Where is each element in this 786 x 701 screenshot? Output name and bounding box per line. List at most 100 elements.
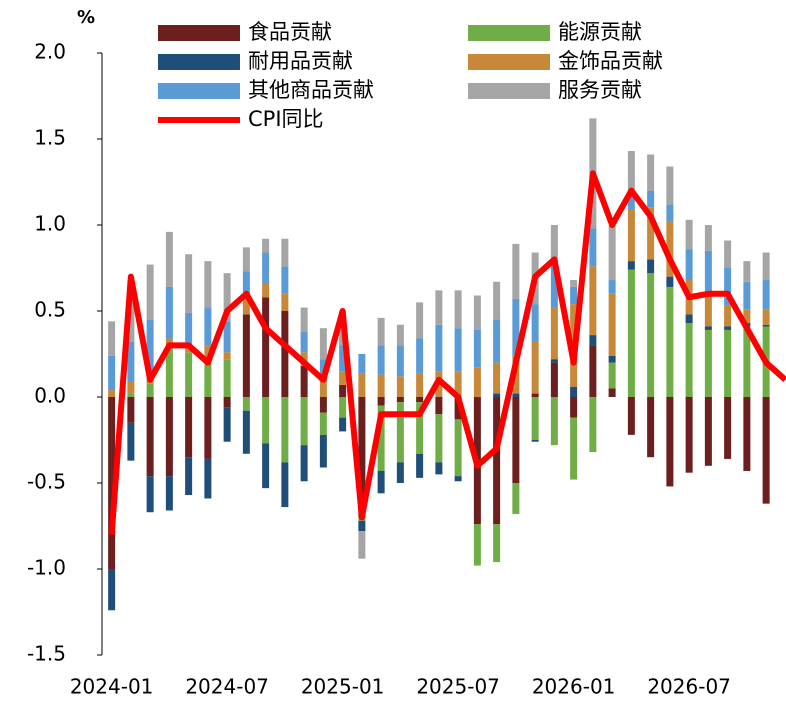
bar-segment — [627, 209, 635, 262]
bar-segment — [647, 190, 655, 208]
bar-segment — [339, 417, 347, 432]
bar-segment — [666, 204, 674, 222]
bar-segment — [435, 290, 443, 325]
bar-segment — [550, 359, 558, 363]
bar-segment — [262, 283, 270, 298]
bar-segment — [165, 231, 173, 287]
bar-segment — [454, 290, 462, 329]
bar-segment — [435, 397, 443, 415]
bar-segment — [473, 367, 481, 397]
bar-segment — [762, 397, 770, 504]
bar-segment — [493, 362, 501, 394]
bar-segment — [127, 422, 135, 461]
bar-segment — [262, 252, 270, 284]
bar-segment — [165, 397, 173, 477]
bar-segment — [377, 397, 385, 406]
bar-segment — [685, 397, 693, 473]
bar-segment — [724, 268, 732, 306]
bar-segment — [531, 304, 539, 342]
bar-segment — [358, 531, 366, 559]
bar-segment — [146, 319, 154, 375]
bar-segment — [473, 524, 481, 566]
bar-segment — [185, 347, 193, 353]
legend-swatch — [158, 54, 240, 70]
bar-segment — [358, 354, 366, 373]
bar-segment — [512, 393, 520, 397]
bar-segment — [435, 462, 443, 475]
bar-segment — [242, 410, 250, 454]
bar-segment — [724, 240, 732, 268]
bar-segment — [473, 295, 481, 330]
bar-segment — [493, 397, 501, 525]
bar-segment — [762, 252, 770, 281]
bar-segment — [339, 345, 347, 372]
y-tick-label: 1.5 — [34, 126, 66, 150]
bar-segment — [108, 397, 116, 569]
x-tick-label: 2026-07 — [647, 675, 731, 699]
y-tick-label: 1.0 — [34, 212, 66, 236]
legend-label: 耐用品贡献 — [248, 49, 353, 73]
legend-swatch — [158, 25, 240, 41]
bar-segment — [685, 323, 693, 397]
bar-segment — [589, 228, 597, 267]
bar-segment — [724, 397, 732, 459]
bar-segment — [743, 309, 751, 324]
bar-segment — [627, 261, 635, 270]
bar-segment — [242, 397, 250, 411]
legend-label: 其他商品贡献 — [248, 78, 374, 102]
bar-segment — [204, 307, 212, 346]
bar-segment — [319, 359, 327, 377]
bar-segment — [704, 292, 712, 327]
bar-segment — [416, 402, 424, 454]
bar-segment — [377, 317, 385, 346]
bar-segment — [262, 443, 270, 489]
bar-segment — [108, 355, 116, 391]
y-tick-label: 0.5 — [34, 298, 66, 322]
x-tick-label: 2026-01 — [532, 675, 616, 699]
x-tick-label: 2025-07 — [416, 675, 500, 699]
bar-segment — [704, 250, 712, 293]
bar-segment — [608, 362, 616, 389]
bar-segment — [550, 307, 558, 360]
bar-segment — [685, 314, 693, 324]
bar-segment — [396, 462, 404, 483]
bar-segment — [608, 355, 616, 363]
bar-segment — [550, 397, 558, 446]
bar-segment — [242, 297, 250, 315]
bar-segment — [396, 345, 404, 377]
bar-segment — [550, 225, 558, 260]
bar-segment — [666, 276, 674, 287]
bar-segment — [435, 324, 443, 372]
bar-segment — [493, 319, 501, 363]
bar-segment — [165, 348, 173, 397]
unit-label: % — [77, 7, 95, 28]
bar-segment — [704, 225, 712, 251]
bar-segment — [300, 445, 308, 482]
legend-label: 服务贡献 — [558, 78, 642, 102]
legend-label: CPI同比 — [248, 107, 324, 131]
bar-segment — [358, 397, 366, 518]
bar-segment — [743, 397, 751, 471]
bar-segment — [454, 397, 462, 420]
x-tick-label: 2024-07 — [185, 675, 269, 699]
bar-segment — [204, 458, 212, 499]
bar-segment — [242, 271, 250, 298]
bar-segment — [647, 259, 655, 274]
x-tick-label: 2025-01 — [301, 675, 385, 699]
bar-segment — [300, 366, 308, 397]
bar-segment — [281, 397, 289, 463]
bar-segment — [377, 374, 385, 397]
bar-segment — [127, 393, 135, 397]
bar-segment — [454, 476, 462, 482]
bar-segment — [358, 372, 366, 397]
bar-segment — [454, 371, 462, 397]
bar-segment — [396, 376, 404, 397]
bar-segment — [570, 280, 578, 287]
bar-segment — [185, 397, 193, 458]
bar-segment — [185, 254, 193, 313]
bar-segment — [531, 341, 539, 394]
bar-segment — [608, 225, 616, 281]
bar-segment — [550, 259, 558, 308]
bar-segment — [319, 412, 327, 435]
bar-segment — [185, 457, 193, 496]
